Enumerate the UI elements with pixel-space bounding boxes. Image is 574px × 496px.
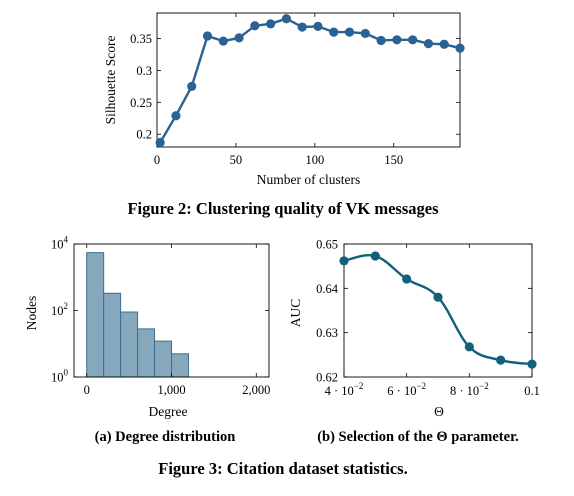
degree-y-axis-label: Nodes <box>24 296 39 331</box>
theta-y-tick-label: 0.65 <box>316 238 338 252</box>
silhouette-data-point <box>392 35 402 45</box>
degree-x-ticks: 0 1,000 2,000 <box>84 244 270 397</box>
silhouette-x-ticks: 0 50 100 150 <box>154 13 403 167</box>
degree-x-tick-label: 2,000 <box>242 383 270 397</box>
silhouette-data-point <box>455 43 465 53</box>
degree-x-tick-label: 1,000 <box>157 383 185 397</box>
degree-x-axis-label: Degree <box>149 404 188 419</box>
silhouette-data-point <box>423 39 434 49</box>
silhouette-y-tick-label: 0.25 <box>130 96 152 110</box>
figure3a-caption: (a) Degree distribution <box>95 429 236 445</box>
degree-bar <box>103 292 122 378</box>
theta-series-line <box>343 254 533 366</box>
silhouette-chart: 0 50 100 150 0.2 0.25 0.3 0.35 Number of clust… <box>103 12 465 187</box>
silhouette-points <box>155 14 465 148</box>
degree-y-tick-label: 100 <box>51 368 69 385</box>
silhouette-y-tick-label: 0.35 <box>130 32 152 46</box>
silhouette-x-tick-label: 150 <box>384 153 403 167</box>
theta-y-ticks: 0.62 0.63 0.64 0.65 <box>316 238 532 385</box>
theta-x-tick-label: 4 · 10−2 <box>325 381 364 398</box>
degree-bars <box>86 252 189 378</box>
silhouette-y-tick-label: 0.2 <box>136 128 152 142</box>
theta-y-tick-label: 0.64 <box>316 282 339 296</box>
silhouette-data-point <box>155 137 165 148</box>
silhouette-y-axis-label: Silhouette Score <box>103 36 118 125</box>
figure3b-caption: (b) Selection of the Θ parameter. <box>317 429 519 445</box>
theta-x-tick-label: 0.1 <box>524 384 540 398</box>
silhouette-data-point <box>171 111 181 121</box>
theta-y-tick-label: 0.63 <box>316 326 338 340</box>
silhouette-x-tick-label: 0 <box>154 153 160 167</box>
silhouette-data-point <box>281 14 292 24</box>
silhouette-data-point <box>376 35 386 46</box>
degree-bar <box>137 328 156 378</box>
silhouette-data-point <box>297 22 307 32</box>
theta-x-tick-label: 8 · 10−2 <box>450 381 489 398</box>
silhouette-data-point <box>439 39 449 49</box>
silhouette-data-point <box>202 31 213 41</box>
degree-bar <box>120 311 139 378</box>
theta-data-point <box>464 342 474 352</box>
theta-points <box>339 251 537 369</box>
silhouette-data-point <box>408 35 418 45</box>
theta-plot-frame <box>343 243 533 378</box>
degree-bar <box>171 353 189 378</box>
silhouette-plot-frame <box>156 12 461 148</box>
silhouette-x-tick-label: 100 <box>305 153 324 167</box>
theta-data-point <box>370 251 380 261</box>
theta-data-point <box>402 274 412 284</box>
silhouette-data-point <box>234 33 244 43</box>
theta-data-point <box>527 359 537 369</box>
silhouette-data-point <box>313 21 323 31</box>
silhouette-y-tick-label: 0.3 <box>136 64 152 78</box>
degree-bar <box>154 340 172 378</box>
theta-data-point <box>496 355 506 365</box>
silhouette-x-axis-label: Number of clusters <box>257 172 360 187</box>
silhouette-data-point <box>344 27 355 37</box>
degree-bar <box>86 252 105 378</box>
silhouette-data-point <box>266 19 276 29</box>
silhouette-y-ticks: 0.2 0.25 0.3 0.35 <box>130 32 460 142</box>
silhouette-x-tick-label: 50 <box>230 153 243 167</box>
degree-y-tick-label: 104 <box>51 235 69 252</box>
silhouette-data-point <box>187 81 197 91</box>
theta-chart: 4 · 10−2 6 · 10−2 8 · 10−2 0.1 0.62 0.63 0.64… <box>288 238 540 420</box>
theta-y-axis-label: AUC <box>288 299 303 328</box>
theta-x-tick-label: 6 · 10−2 <box>387 381 426 398</box>
silhouette-data-point <box>218 36 228 46</box>
theta-x-ticks: 4 · 10−2 6 · 10−2 8 · 10−2 0.1 <box>325 244 540 398</box>
degree-x-tick-label: 0 <box>84 383 90 397</box>
figure3-caption: Figure 3: Citation dataset statistics. <box>158 459 407 478</box>
figure2-caption: Figure 2: Clustering quality of VK messa… <box>127 199 439 218</box>
silhouette-data-point <box>250 21 260 31</box>
theta-data-point <box>339 256 349 266</box>
silhouette-data-point <box>329 27 339 37</box>
theta-y-tick-label: 0.62 <box>316 371 338 385</box>
theta-data-point <box>433 292 443 302</box>
silhouette-data-point <box>360 28 370 39</box>
theta-x-axis-label: Θ <box>434 404 444 419</box>
degree-y-tick-label: 102 <box>51 301 68 318</box>
degree-chart: 0 1,000 2,000 100 102 104 Degree Nodes <box>24 235 270 420</box>
